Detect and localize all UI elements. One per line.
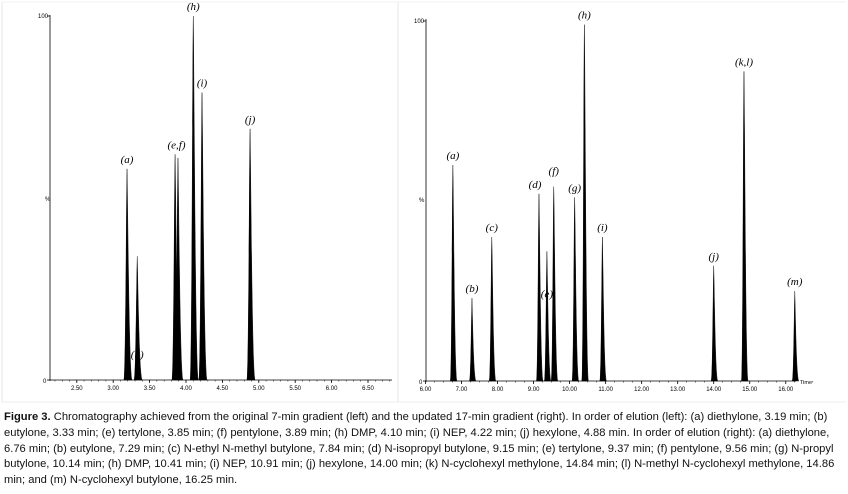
peak-label: (h) <box>578 10 591 22</box>
right-chromatogram: 100 % 0 Time 6.00 7.00 8.00 9.00 10.00 11.00 1… <box>414 10 814 393</box>
peak-label: (m) <box>787 276 803 288</box>
peak-label: (c) <box>486 222 499 234</box>
right-x-unit-label: Time <box>800 380 812 386</box>
right-x-ticks: 6.00 7.00 8.00 9.00 10.00 11.00 12.00 13.00 14.0… <box>420 381 814 393</box>
x-tick-label: 8.00 <box>492 387 504 393</box>
x-tick-label: 11.00 <box>598 387 613 393</box>
peak-label: (a) <box>121 154 134 166</box>
chromatogram-peak <box>710 265 719 382</box>
chromatogram-peak <box>469 298 477 382</box>
chromatogram-peak <box>741 71 749 382</box>
peak-label: (f) <box>549 166 560 178</box>
x-tick-label: 13.00 <box>670 387 686 393</box>
chromatogram-peak <box>198 92 208 381</box>
x-tick-label: 3.00 <box>107 386 119 392</box>
peak-label: (a) <box>446 150 459 162</box>
x-tick-label: 4.50 <box>217 386 229 392</box>
peak-label: (d) <box>529 179 542 191</box>
left-x-ticks: 2.50 3.00 3.50 4.00 4.50 5.00 5.50 6.00 6.50 <box>54 380 391 392</box>
x-tick-label: 6.00 <box>420 387 432 393</box>
left-y-zero-label: 0 <box>43 379 47 385</box>
x-tick-label: 3.50 <box>144 386 156 392</box>
peak-label: (k,l) <box>735 56 753 68</box>
chromatogram-peak <box>133 256 143 381</box>
x-tick-label: 7.00 <box>456 387 468 393</box>
figure-caption: Figure 3. Chromatography achieved from t… <box>4 410 846 492</box>
chromatogram-peak <box>571 197 580 382</box>
chromatogram-svg: 100 % 0 2.50 3.00 3.50 4.00 4.50 5.00 5.50 6.00… <box>0 0 848 404</box>
right-y-top-label: 100 <box>414 19 425 25</box>
chromatogram-peak <box>450 164 458 382</box>
chromatogram-peak <box>246 128 256 381</box>
right-peaks <box>450 24 800 382</box>
left-y-unit-label: % <box>45 197 51 203</box>
chromatogram-peak <box>544 251 552 382</box>
chromatogram-peak <box>123 168 133 381</box>
peak-label: (b) <box>131 349 144 361</box>
peak-label: (j) <box>245 114 256 126</box>
right-y-unit-label: % <box>419 198 425 204</box>
x-tick-label: 12.00 <box>634 387 650 393</box>
chromatogram-peak <box>550 186 559 382</box>
chromatogram-peak <box>581 24 589 382</box>
x-tick-label: 2.50 <box>71 386 83 392</box>
chromatogram-peak <box>791 290 800 382</box>
right-y-zero-label: 0 <box>419 380 423 386</box>
x-tick-label: 15.00 <box>742 387 758 393</box>
x-tick-label: 9.00 <box>528 387 540 393</box>
chromatogram-peak <box>599 236 607 382</box>
left-peaks <box>123 15 256 381</box>
x-tick-label: 6.00 <box>326 386 338 392</box>
chromatogram-peak <box>174 157 184 381</box>
peak-label: (b) <box>466 283 479 295</box>
chromatogram-peak <box>488 236 497 382</box>
peak-label: (h) <box>187 1 200 13</box>
chromatogram-figure: 100 % 0 2.50 3.00 3.50 4.00 4.50 5.00 5.50 6.00… <box>0 0 848 404</box>
x-tick-label: 5.50 <box>289 386 301 392</box>
left-peak-labels: (a) (b) (e,f) (h) (i) (j) <box>121 1 256 361</box>
right-peak-labels: (a) (b) (c) (d) (e) (f) (g) (h) (i) (j) (k,l) (m) <box>446 10 802 301</box>
peak-label: (e,f) <box>168 139 186 151</box>
caption-text: Chromatography achieved from the origina… <box>4 411 835 487</box>
peak-label: (i) <box>197 77 208 89</box>
left-chromatogram: 100 % 0 2.50 3.00 3.50 4.00 4.50 5.00 5.50 6.00… <box>38 1 392 392</box>
chromatogram-peak <box>189 15 199 381</box>
left-y-top-label: 100 <box>38 14 49 20</box>
x-tick-label: 6.50 <box>362 386 374 392</box>
chromatogram-peak <box>536 193 544 382</box>
peak-label: (g) <box>568 182 581 194</box>
x-tick-label: 16.00 <box>778 387 794 393</box>
x-tick-label: 4.00 <box>180 386 192 392</box>
caption-label: Figure 3. <box>4 411 51 423</box>
x-tick-label: 5.00 <box>253 386 265 392</box>
peak-label: (e) <box>541 288 554 300</box>
peak-label: (j) <box>709 251 720 263</box>
x-tick-label: 10.00 <box>562 387 578 393</box>
peak-label: (i) <box>597 222 608 234</box>
x-tick-label: 14.00 <box>706 387 722 393</box>
